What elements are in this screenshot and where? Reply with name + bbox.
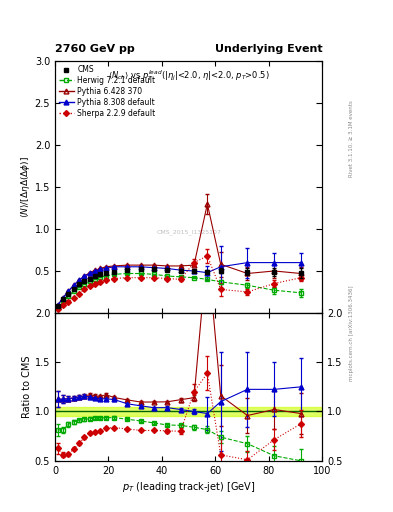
Text: Underlying Event: Underlying Event — [215, 44, 322, 54]
Text: 2760 GeV pp: 2760 GeV pp — [55, 44, 135, 54]
Legend: CMS, Herwig 7.2.1 default, Pythia 6.428 370, Pythia 8.308 default, Sherpa 2.2.9 : CMS, Herwig 7.2.1 default, Pythia 6.428 … — [59, 65, 155, 118]
Bar — [55, 407, 322, 416]
Text: CMS_2015_I1325107: CMS_2015_I1325107 — [156, 229, 221, 236]
Y-axis label: $\langle N\rangle/[\Delta\eta\Delta(\Delta\phi)]$: $\langle N\rangle/[\Delta\eta\Delta(\Del… — [19, 156, 32, 218]
X-axis label: $p_T$ (leading track-jet) [GeV]: $p_T$ (leading track-jet) [GeV] — [122, 480, 255, 494]
Y-axis label: Ratio to CMS: Ratio to CMS — [22, 356, 32, 418]
Text: Rivet 3.1.10, ≥ 3.1M events: Rivet 3.1.10, ≥ 3.1M events — [349, 100, 354, 177]
Text: mcplots.cern.ch [arXiv:1306.3436]: mcplots.cern.ch [arXiv:1306.3436] — [349, 285, 354, 380]
Text: $\langle N_{ch}\rangle$ vs $p_T^{lead}$($|\eta_j|$<2.0, $\eta|$<2.0, $p_T$>0.5): $\langle N_{ch}\rangle$ vs $p_T^{lead}$(… — [108, 69, 270, 83]
